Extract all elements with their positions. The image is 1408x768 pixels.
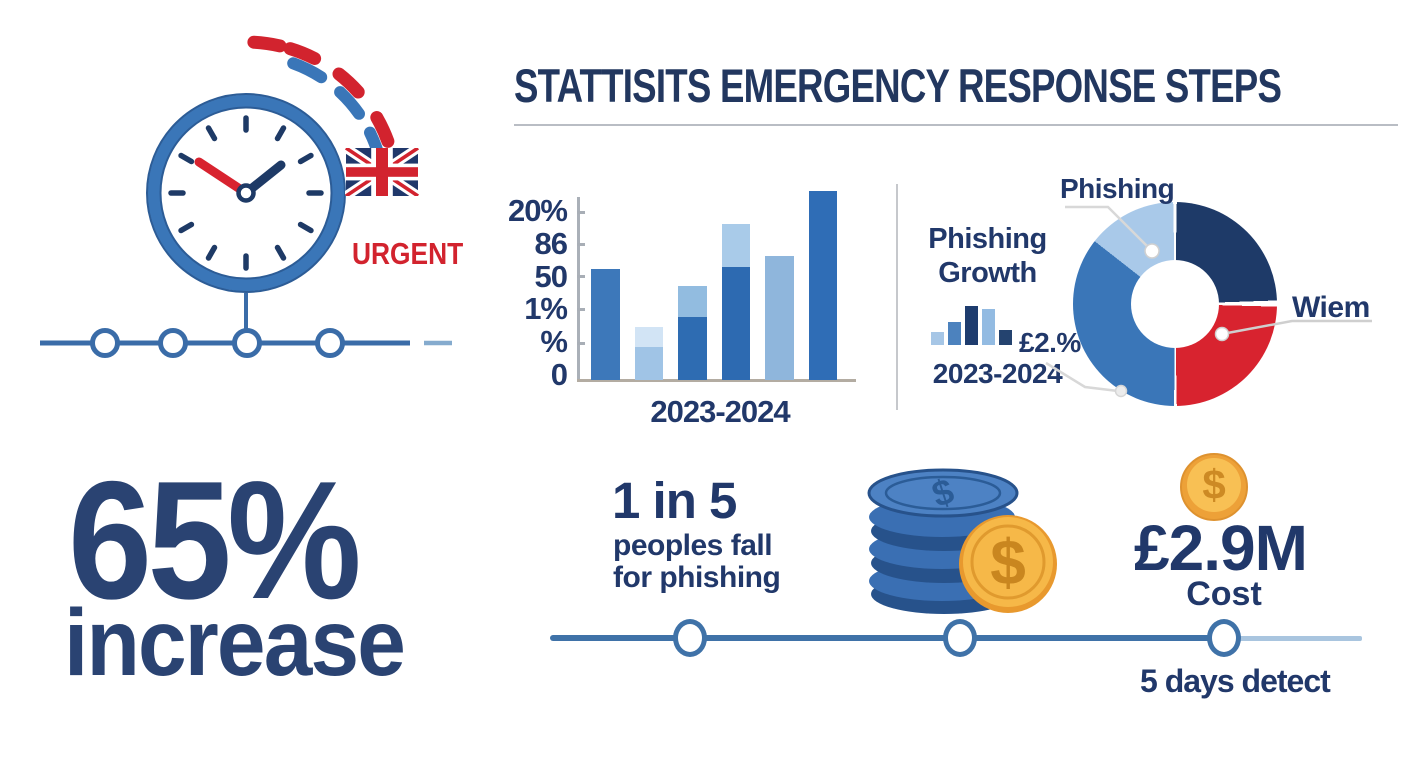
donut-leader-lines [1045, 205, 1372, 398]
title-rule [514, 124, 1398, 126]
donut-label-phishing: Phishing [1060, 173, 1175, 204]
y-axis-tick [577, 275, 585, 278]
one-in-five-caption-line2: for phishing [613, 561, 781, 594]
bar [634, 191, 663, 380]
bar [591, 191, 620, 380]
bar [721, 191, 750, 380]
main-chart-y-axis-line [577, 197, 580, 381]
bar [931, 304, 944, 345]
timeline-node [943, 619, 977, 657]
left-timeline [40, 293, 452, 358]
main-chart-y-axis: 20% 86 50 1% % 0 [505, 193, 568, 392]
clock-gauge-icon [40, 35, 452, 358]
y-axis-tick [577, 211, 585, 214]
y-axis-tick [577, 342, 585, 345]
cost-value: £2.9M [1134, 512, 1308, 584]
mini-chart-x-label: 2023-2024 [932, 358, 1063, 389]
section-divider [896, 184, 898, 410]
y-tick-label: 1% [524, 291, 568, 327]
coin-stack-icon: $ $ [867, 468, 1057, 614]
timeline-node [1207, 619, 1241, 657]
clock-icon [146, 93, 346, 293]
one-in-five-caption-line1: peoples fall [613, 529, 773, 562]
gold-coin-icon: $ [959, 515, 1057, 613]
main-bar-series [591, 191, 843, 380]
increase-value: 65% [68, 446, 362, 634]
one-in-five-value: 1 in 5 [612, 472, 737, 529]
y-axis-tick [577, 308, 585, 311]
main-chart-x-axis-line [577, 379, 856, 382]
small-gold-coin-icon: $ [1180, 453, 1248, 521]
increase-label: increase [64, 590, 406, 696]
cost-label: Cost [1186, 575, 1262, 613]
donut-hole [1131, 260, 1219, 348]
y-tick-label: 50 [534, 258, 568, 294]
timeline-node [315, 328, 345, 358]
timeline-node [232, 328, 262, 358]
gauge-arc-red [247, 35, 395, 148]
donut-label-wiem: Wiem [1292, 291, 1370, 324]
bottom-timeline-line-light [1224, 636, 1362, 641]
mini-bar-series [931, 304, 1019, 345]
leader-dot [1144, 243, 1160, 259]
clock-ticks [168, 115, 324, 271]
timeline-node [90, 328, 120, 358]
urgent-label: URGENT [352, 236, 464, 271]
mini-chart-annotation: £2.% [1019, 327, 1081, 358]
page-title: STATTISITS EMERGENCY RESPONSE STEPS [514, 59, 1282, 112]
dollar-glyph: $ [990, 526, 1026, 598]
bar [765, 191, 794, 380]
timeline-node [673, 619, 707, 657]
y-tick-label: 86 [534, 225, 568, 261]
bar [965, 304, 978, 345]
bar [948, 304, 961, 345]
bar [999, 304, 1012, 345]
dollar-glyph: $ [1202, 461, 1225, 508]
leader-dot [1214, 326, 1230, 342]
y-tick-label: % [540, 324, 568, 360]
y-axis-tick [577, 243, 585, 246]
main-chart-x-label: 2023-2024 [650, 394, 790, 429]
mini-chart-title: Phishing Growth [928, 223, 1047, 289]
bar [982, 304, 995, 345]
detect-label: 5 days detect [1140, 663, 1331, 699]
y-tick-label: 20% [507, 193, 568, 228]
uk-flag-icon [345, 148, 419, 196]
timeline-node [158, 328, 188, 358]
clock-center-dot [236, 183, 256, 203]
y-tick-label: 0 [550, 356, 568, 392]
bottom-timeline-line [550, 635, 1226, 641]
leader-dot [1114, 384, 1128, 398]
bar [808, 191, 837, 380]
bar [678, 191, 707, 380]
